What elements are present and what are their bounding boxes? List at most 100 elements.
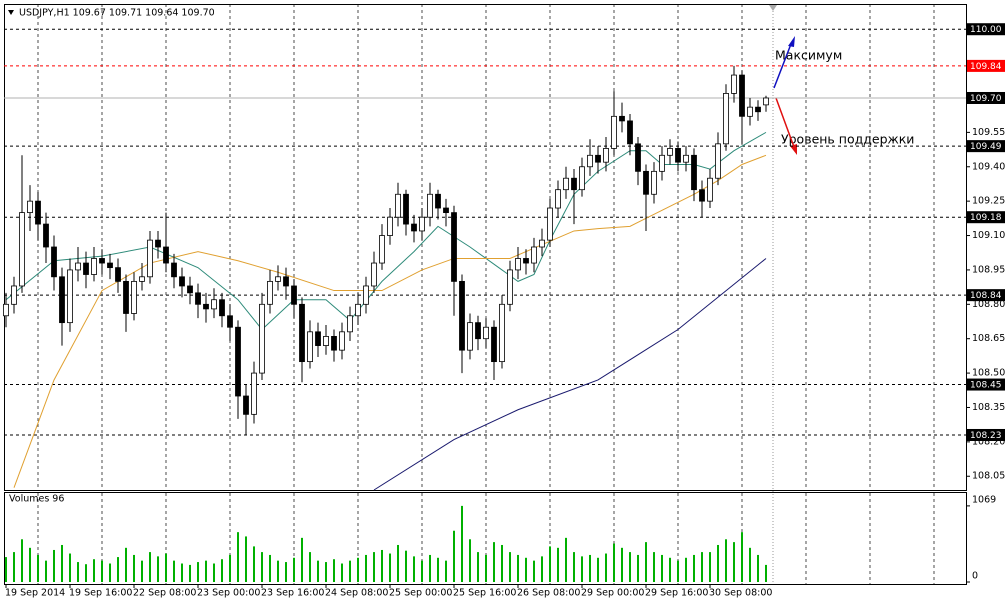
candle-body (227, 315, 233, 328)
arrow-support (775, 97, 795, 148)
candle-body (691, 154, 697, 191)
candle-body (467, 322, 473, 351)
candle-body (251, 372, 257, 415)
candle-body (411, 223, 417, 232)
candle-body (235, 326, 241, 397)
candle-body (131, 280, 137, 314)
level-line-label: 109.18 (970, 213, 1002, 223)
candle-body (747, 106, 753, 117)
candle-body (211, 299, 217, 310)
plot (3, 65, 769, 582)
x-tick-label: 25 Sep 16:00 (453, 588, 516, 599)
candle-body (659, 154, 665, 172)
candle-body (515, 258, 521, 271)
candle-body (667, 148, 673, 156)
shift-marker (769, 5, 777, 11)
level-line-box (967, 140, 1005, 153)
candle-body (643, 170, 649, 195)
candle-body (499, 303, 505, 363)
candle-body (619, 115, 625, 122)
candle-body (523, 258, 529, 264)
candle-body (155, 239, 161, 248)
volume-tick-label: 1069 (972, 494, 996, 505)
candle-body (219, 299, 225, 317)
candle-body (243, 395, 249, 415)
candle-body (187, 285, 193, 294)
candle-body (587, 154, 593, 168)
candle-body (347, 315, 353, 333)
candle-body (755, 106, 761, 113)
candle-body (123, 280, 129, 314)
candle-body (475, 322, 481, 340)
level-line-box (967, 378, 1005, 391)
arrow-support-head (790, 144, 797, 155)
candle-body (451, 212, 457, 282)
candle-body (459, 280, 465, 351)
candle-body (563, 177, 569, 191)
x-tick-label: 30 Sep 08:00 (709, 588, 772, 599)
candle-body (539, 239, 545, 248)
volume-tick-label: 0 (972, 571, 978, 582)
candle-body (579, 166, 585, 191)
y-tick-label: 108.65 (972, 333, 1005, 344)
candle-body (179, 276, 185, 287)
candle-body (555, 189, 561, 209)
candle-body (763, 97, 769, 106)
x-tick-label: 29 Sep 00:00 (581, 588, 644, 599)
x-tick-label: 23 Sep 00:00 (197, 588, 260, 599)
arrow-max (773, 43, 792, 89)
level-line-box (967, 23, 1005, 36)
level-line-label: 108.45 (970, 381, 1002, 391)
candle-body (435, 193, 441, 209)
y-tick-label: 108.80 (972, 299, 1005, 310)
candle-body (3, 303, 9, 317)
x-tick-label: 19 Sep 2014 (5, 588, 65, 599)
candle-body (651, 170, 657, 195)
candle-body (531, 246, 537, 264)
candle-body (323, 336, 329, 346)
y-tick-label: 108.35 (972, 402, 1005, 413)
candle-body (339, 331, 345, 351)
x-tick-label: 19 Sep 16:00 (69, 588, 132, 599)
y-tick-label: 109.10 (972, 230, 1005, 241)
candle-body (571, 177, 577, 191)
candle-body (627, 120, 633, 145)
y-tick-label: 108.50 (972, 368, 1005, 379)
candle-body (11, 285, 17, 305)
level-line-label: 108.84 (970, 291, 1002, 301)
level-line-label: 108.23 (970, 431, 1002, 441)
volume-title: Volumes 96 (9, 494, 64, 505)
arrow-max-head (788, 36, 795, 47)
candle-body (371, 262, 377, 287)
candle-body (267, 280, 273, 305)
candle-body (603, 148, 609, 163)
candle-body (595, 154, 601, 163)
annotation-max: Максимум (775, 48, 842, 63)
candle-body (483, 326, 489, 340)
candle-body (51, 246, 57, 278)
x-tick-label: 29 Sep 16:00 (645, 588, 708, 599)
ma-line (5, 131, 767, 331)
x-tick-label: 25 Sep 00:00 (389, 588, 452, 599)
candle-body (315, 331, 321, 346)
menu-triangle (8, 10, 14, 15)
y-tick-label: 108.95 (972, 264, 1005, 275)
y-tick-label: 109.55 (972, 127, 1005, 138)
candle-body (171, 262, 177, 278)
ma-line (373, 258, 767, 491)
candle-body (403, 193, 409, 225)
candle-body (75, 262, 81, 271)
x-tick-label: 23 Sep 16:00 (261, 588, 324, 599)
candle-body (259, 303, 265, 374)
candle-body (355, 303, 361, 317)
high-level-line-label: 109.84 (970, 62, 1002, 72)
level-line-label: 109.49 (970, 142, 1002, 152)
candle-body (387, 216, 393, 236)
candle-body (163, 246, 169, 264)
y-tick-label: 108.05 (972, 471, 1005, 482)
level-line-label: 110.00 (970, 25, 1002, 35)
volume-pane-frame (4, 492, 967, 585)
candle-body (99, 258, 105, 264)
